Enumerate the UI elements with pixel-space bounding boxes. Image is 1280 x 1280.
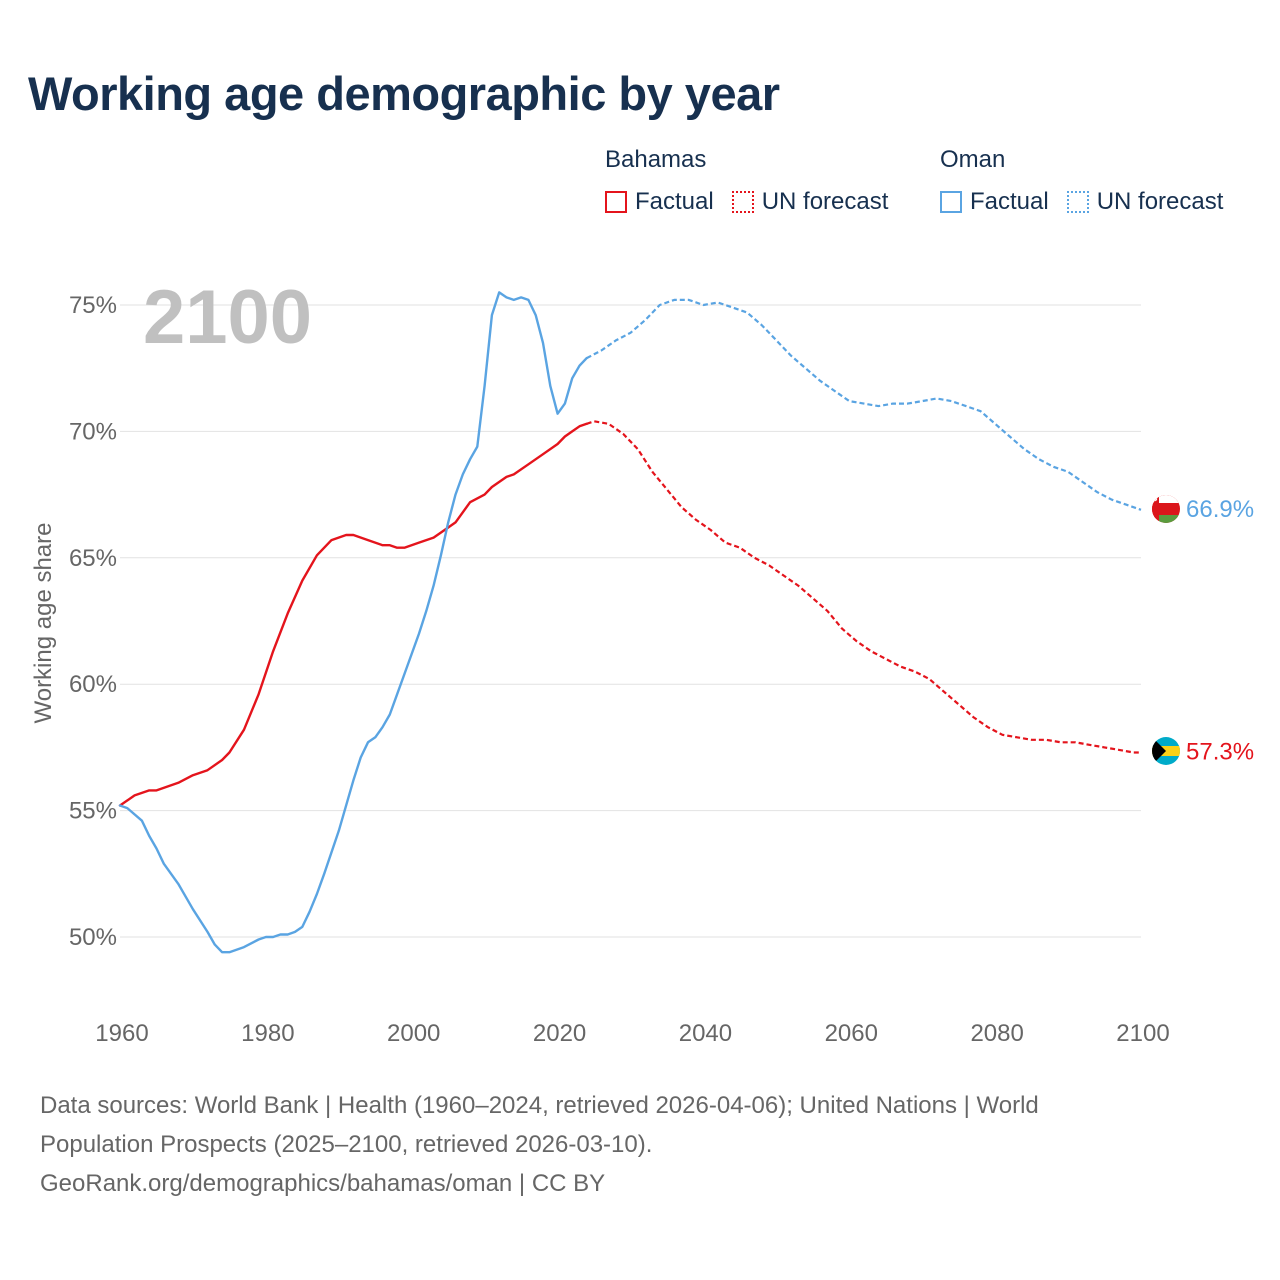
y-tick-label: 70%: [69, 418, 117, 445]
flag-oman-icon: [1152, 495, 1180, 523]
y-axis-title: Working age share: [30, 523, 57, 724]
chart-title: Working age demographic by year: [28, 67, 780, 120]
end-value-label-oman: 66.9%: [1186, 496, 1254, 523]
legend-item-bahamas-forecast[interactable]: UN forecast: [731, 188, 889, 216]
series: [118, 291, 1142, 954]
series-line-oman-forecast[interactable]: [586, 298, 1142, 511]
flag-bahamas-icon: [1152, 737, 1180, 765]
legend-swatch-solid-icon: [940, 191, 962, 213]
legend-group-bahamas: Bahamas Factual UN forecast: [605, 146, 906, 216]
legend-label-bahamas-forecast: UN forecast: [761, 188, 889, 215]
legend-item-oman-forecast[interactable]: UN forecast: [1066, 188, 1224, 216]
series-line-bahamas-factual[interactable]: [118, 422, 588, 807]
footer-sources-line-1: Data sources: World Bank | Health (1960–…: [40, 1092, 1039, 1119]
y-tick-label: 60%: [69, 671, 117, 698]
legend-group-oman: Oman Factual UN forecast: [940, 146, 1223, 216]
legend-label-oman-factual: Factual: [970, 188, 1049, 215]
x-tick-label: 2020: [533, 1020, 586, 1047]
legend-label-bahamas-factual: Factual: [635, 188, 714, 215]
y-tick-label: 65%: [69, 545, 117, 572]
y-tick-label: 50%: [69, 924, 117, 951]
legend-item-oman-factual[interactable]: Factual: [940, 188, 1049, 216]
x-tick-label: 2100: [1116, 1020, 1169, 1047]
footer-sources-line-2: Population Prospects (2025–2100, retriev…: [40, 1131, 653, 1158]
x-tick-label: 1960: [95, 1020, 148, 1047]
legend-label-oman-forecast: UN forecast: [1096, 188, 1224, 215]
axes: 50% 55% 60% 65% 70% 75% 1960 1980 2000 2020 2040 20…: [69, 292, 1170, 1047]
end-value-label-bahamas: 57.3%: [1186, 738, 1254, 765]
legend-swatch-dotted-icon: [1066, 191, 1089, 213]
legend-country-oman: Oman: [940, 146, 1006, 173]
legend-country-bahamas: Bahamas: [605, 146, 707, 173]
x-tick-label: 2060: [825, 1020, 878, 1047]
legend-swatch-solid-icon: [605, 191, 627, 213]
x-tick-label: 2080: [970, 1020, 1023, 1047]
x-tick-label: 2000: [387, 1020, 440, 1047]
series-line-bahamas-forecast[interactable]: [586, 420, 1141, 754]
y-tick-label: 55%: [69, 798, 117, 825]
legend-item-bahamas-factual[interactable]: Factual: [605, 188, 714, 216]
footer: Data sources: World Bank | Health (1960–…: [40, 1086, 1220, 1203]
gridlines: [120, 304, 1141, 938]
end-labels: 57.3% 66.9%: [1186, 496, 1254, 766]
series-line-oman-factual[interactable]: [118, 291, 588, 954]
x-tick-label: 2040: [679, 1020, 732, 1047]
legend-swatch-dotted-icon: [731, 191, 754, 213]
x-tick-label: 1980: [241, 1020, 294, 1047]
year-watermark: 2100: [143, 275, 312, 360]
y-tick-label: 75%: [69, 292, 117, 319]
footer-attribution: GeoRank.org/demographics/bahamas/oman | …: [40, 1170, 606, 1197]
